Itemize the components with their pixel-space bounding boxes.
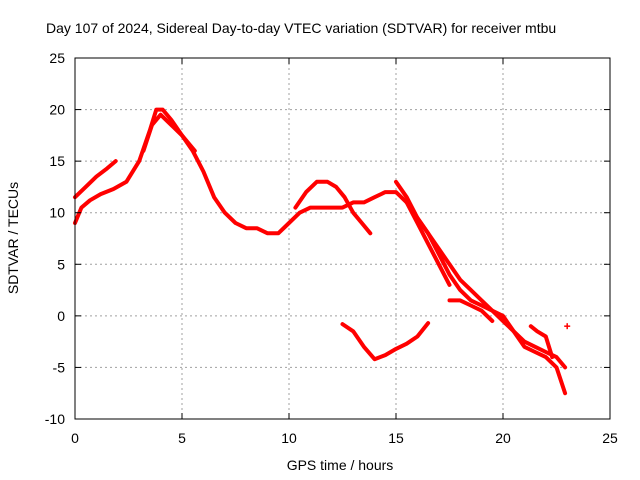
x-tick-label: 25 <box>602 430 618 446</box>
series-track-h <box>447 298 495 323</box>
series-layer <box>73 107 571 396</box>
y-tick-label: 0 <box>57 308 65 324</box>
y-tick-label: 5 <box>57 256 65 272</box>
data-point-marker <box>564 323 571 330</box>
series-track-a <box>73 107 568 370</box>
y-axis-label: SDTVAR / TECUs <box>5 182 21 294</box>
x-tick-label: 20 <box>495 430 511 446</box>
series-track-d <box>293 179 373 236</box>
x-tick-label: 5 <box>178 430 186 446</box>
plot-frame <box>74 57 611 420</box>
x-tick-label: 15 <box>388 430 404 446</box>
series-track-b <box>73 159 118 200</box>
y-tick-label: 15 <box>49 153 65 169</box>
axis-ticks <box>74 57 611 420</box>
y-tick-label: 20 <box>49 102 65 118</box>
chart-title: Day 107 of 2024, Sidereal Day-to-day VTE… <box>46 20 556 36</box>
series-track-f <box>394 179 568 396</box>
series-track-g <box>404 200 452 287</box>
x-tick-label: 10 <box>281 430 297 446</box>
y-tick-label: -5 <box>53 359 66 375</box>
grid-lines <box>75 58 610 419</box>
series-track-c <box>141 112 197 153</box>
x-axis-label: GPS time / hours <box>287 457 394 473</box>
series-track-i <box>528 324 555 360</box>
y-tick-label: 10 <box>49 205 65 221</box>
y-tick-label: -10 <box>45 411 65 427</box>
x-tick-label: 0 <box>71 430 79 446</box>
series-track-e <box>340 321 431 362</box>
tick-labels: 0 5 10 15 20 25 -10 -5 0 5 10 15 20 25 <box>45 50 618 446</box>
y-tick-label: 25 <box>49 50 65 66</box>
